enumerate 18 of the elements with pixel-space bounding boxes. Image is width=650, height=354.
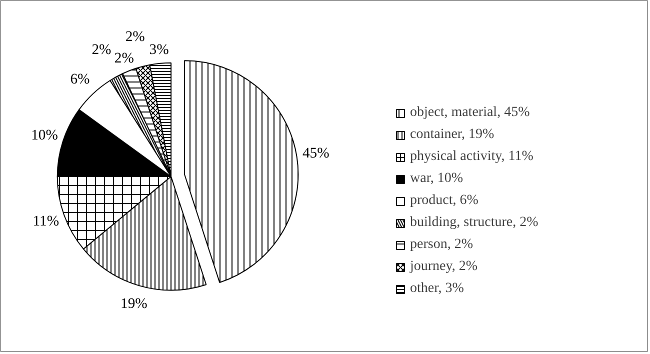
data-label: 3%: [149, 42, 169, 58]
legend-label: building, structure, 2%: [410, 215, 538, 231]
data-label: 45%: [302, 146, 330, 162]
data-label: 2%: [114, 50, 134, 66]
data-label: 10%: [31, 127, 58, 144]
legend-label: journey, 2%: [410, 259, 478, 275]
legend-label: physical activity, 11%: [410, 149, 534, 165]
legend-label: other, 3%: [410, 281, 464, 297]
legend-label: container, 19%: [410, 127, 494, 143]
legend-label: person, 2%: [410, 237, 473, 253]
legend-label: war, 10%: [410, 171, 464, 187]
data-label: 19%: [120, 296, 148, 312]
legend-label: product, 6%: [410, 193, 478, 209]
data-label: 11%: [32, 214, 60, 230]
data-label: 2%: [92, 42, 112, 58]
data-label: 6%: [70, 72, 90, 88]
data-label: 2%: [125, 28, 145, 45]
legend-label: object, material, 45%: [410, 105, 530, 121]
